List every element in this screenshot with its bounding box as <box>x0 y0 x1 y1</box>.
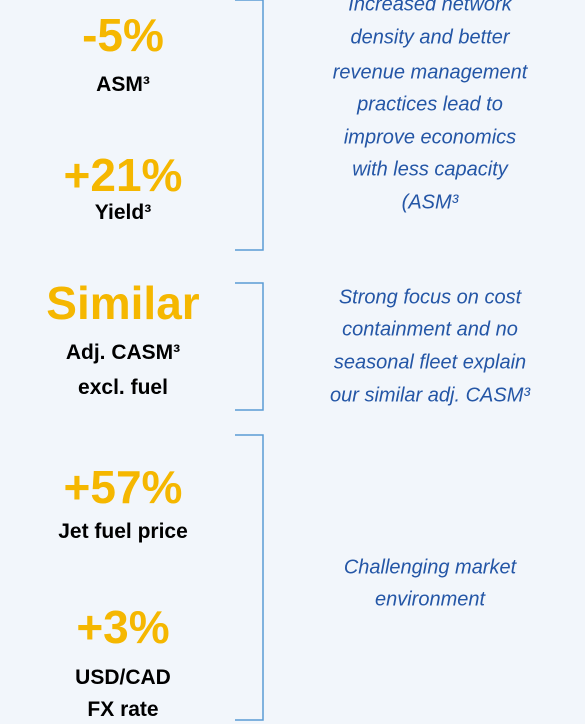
metric-label: Yield³ <box>94 201 152 224</box>
note-line: with less capacity <box>352 158 508 181</box>
note-line: Increased network <box>348 0 512 16</box>
metric-value: -5% <box>82 9 164 61</box>
metric-value: Similar <box>46 277 200 329</box>
metric-value: +3% <box>76 601 170 653</box>
bracket <box>235 434 264 721</box>
metric-value: +21% <box>63 149 183 201</box>
note-line: our similar adj. CASM³ <box>329 384 531 407</box>
bracket <box>235 282 264 411</box>
note-line: containment and no <box>342 318 518 341</box>
metric-label: Adj. CASM³ <box>65 341 181 364</box>
note-line: Challenging market <box>343 556 517 579</box>
metric-label: FX rate <box>87 698 159 721</box>
note-line: improve economics <box>343 126 517 149</box>
bracket <box>235 0 264 251</box>
metric-value: +57% <box>63 461 183 513</box>
note-line: Strong focus on cost <box>338 286 522 309</box>
note-line: density and better <box>350 26 510 49</box>
metric-label: ASM³ <box>96 73 150 96</box>
metric-label: excl. fuel <box>78 376 168 399</box>
note-line: (ASM³ <box>401 191 459 214</box>
note-line: practices lead to <box>357 93 503 116</box>
note-line: seasonal fleet explain <box>333 351 527 374</box>
metric-label: Jet fuel price <box>58 520 188 543</box>
metric-label: USD/CAD <box>75 666 171 689</box>
note-line: revenue management <box>332 61 528 84</box>
note-line: environment <box>374 588 486 611</box>
